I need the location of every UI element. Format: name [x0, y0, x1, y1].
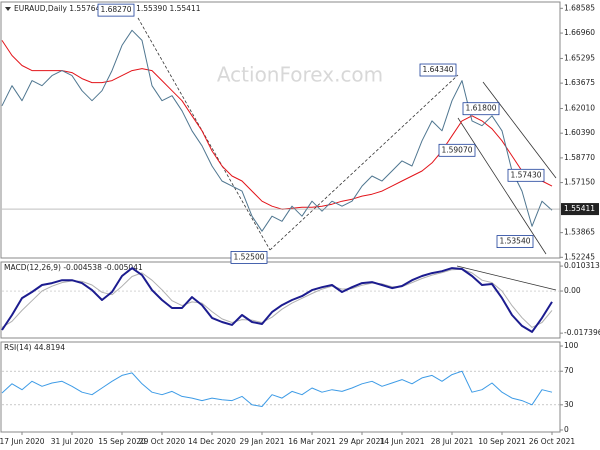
annotation-label: 1.52500 [233, 252, 264, 261]
y-tick-label: 1.60390 [564, 128, 595, 137]
y-tick-label: 1.65295 [564, 53, 595, 62]
x-tick-label: 29 Jan 2021 [240, 437, 285, 446]
annotation-label: 1.64340 [422, 65, 453, 74]
y-tick-label: 1.68585 [564, 3, 595, 12]
macd-trend-line [456, 265, 557, 291]
y-tick-label: 1.53865 [564, 228, 595, 237]
series-line [1, 40, 553, 210]
y-tick-label: 1.62010 [564, 104, 595, 113]
x-tick-label: 29 Oct 2020 [139, 437, 186, 446]
y-tick-label: 1.58770 [564, 153, 595, 162]
annotation-box [97, 3, 135, 17]
annotation-label: 1.59070 [441, 145, 472, 154]
y-tick-label: 0 [564, 425, 569, 434]
x-tick-label: 28 Jul 2021 [431, 437, 474, 446]
rsi-panel [0, 341, 561, 433]
channel-line [482, 81, 557, 179]
channel-line [457, 117, 547, 255]
x-tick-label: 29 Apr 2021 [339, 437, 386, 446]
y-tick-label: 0.00 [564, 286, 581, 295]
trend-line [269, 74, 459, 251]
rsi-title: RSI(14) 44.8194 [4, 343, 65, 352]
y-tick-label: 30 [564, 400, 574, 409]
y-tick-label: 1.63675 [564, 78, 595, 87]
annotation-box [230, 251, 268, 264]
last-price-label: 1.55411 [564, 204, 595, 213]
last-price-box [561, 203, 599, 216]
annotation-label: 1.53540 [499, 237, 530, 246]
y-tick-label: 1.52245 [564, 252, 595, 261]
annotation-label: 1.68270 [100, 5, 131, 14]
x-tick-label: 14 Dec 2020 [188, 437, 236, 446]
y-tick-label: 1.66960 [564, 28, 595, 37]
annotation-box [496, 235, 534, 248]
x-tick-label: 31 Jul 2020 [51, 437, 94, 446]
x-tick-label: 10 Sep 2021 [478, 437, 526, 446]
y-tick-label: 100 [564, 341, 579, 350]
x-tick-label: 26 Oct 2021 [529, 437, 576, 446]
annotation-label: 1.57430 [510, 170, 541, 179]
x-tick-label: 14 Jun 2021 [379, 437, 424, 446]
x-tick-label: 16 Mar 2021 [288, 437, 336, 446]
menu-icon [5, 7, 11, 11]
watermark: ActionForex.com [217, 63, 383, 87]
y-tick-label: 1.57150 [564, 178, 595, 187]
annotation-box [507, 168, 545, 182]
price-panel [0, 1, 561, 259]
x-tick-label: 15 Sep 2020 [98, 437, 146, 446]
annotation-label: 1.61800 [465, 104, 496, 113]
series-line [1, 370, 553, 407]
annotation-box [462, 102, 500, 116]
macd-panel [0, 261, 561, 339]
x-tick-label: 17 Jun 2020 [0, 437, 45, 446]
y-tick-label: 70 [564, 366, 574, 375]
trend-line [137, 17, 271, 251]
annotation-box [438, 143, 476, 157]
series-line [1, 29, 553, 232]
y-tick-label: -0.017396 [564, 328, 600, 337]
series-line [1, 267, 553, 333]
macd-title: MACD(12,26,9) -0.004538 -0.005041 [4, 263, 143, 272]
y-tick-label: 0.010313 [564, 261, 600, 270]
annotation-box [419, 63, 457, 77]
